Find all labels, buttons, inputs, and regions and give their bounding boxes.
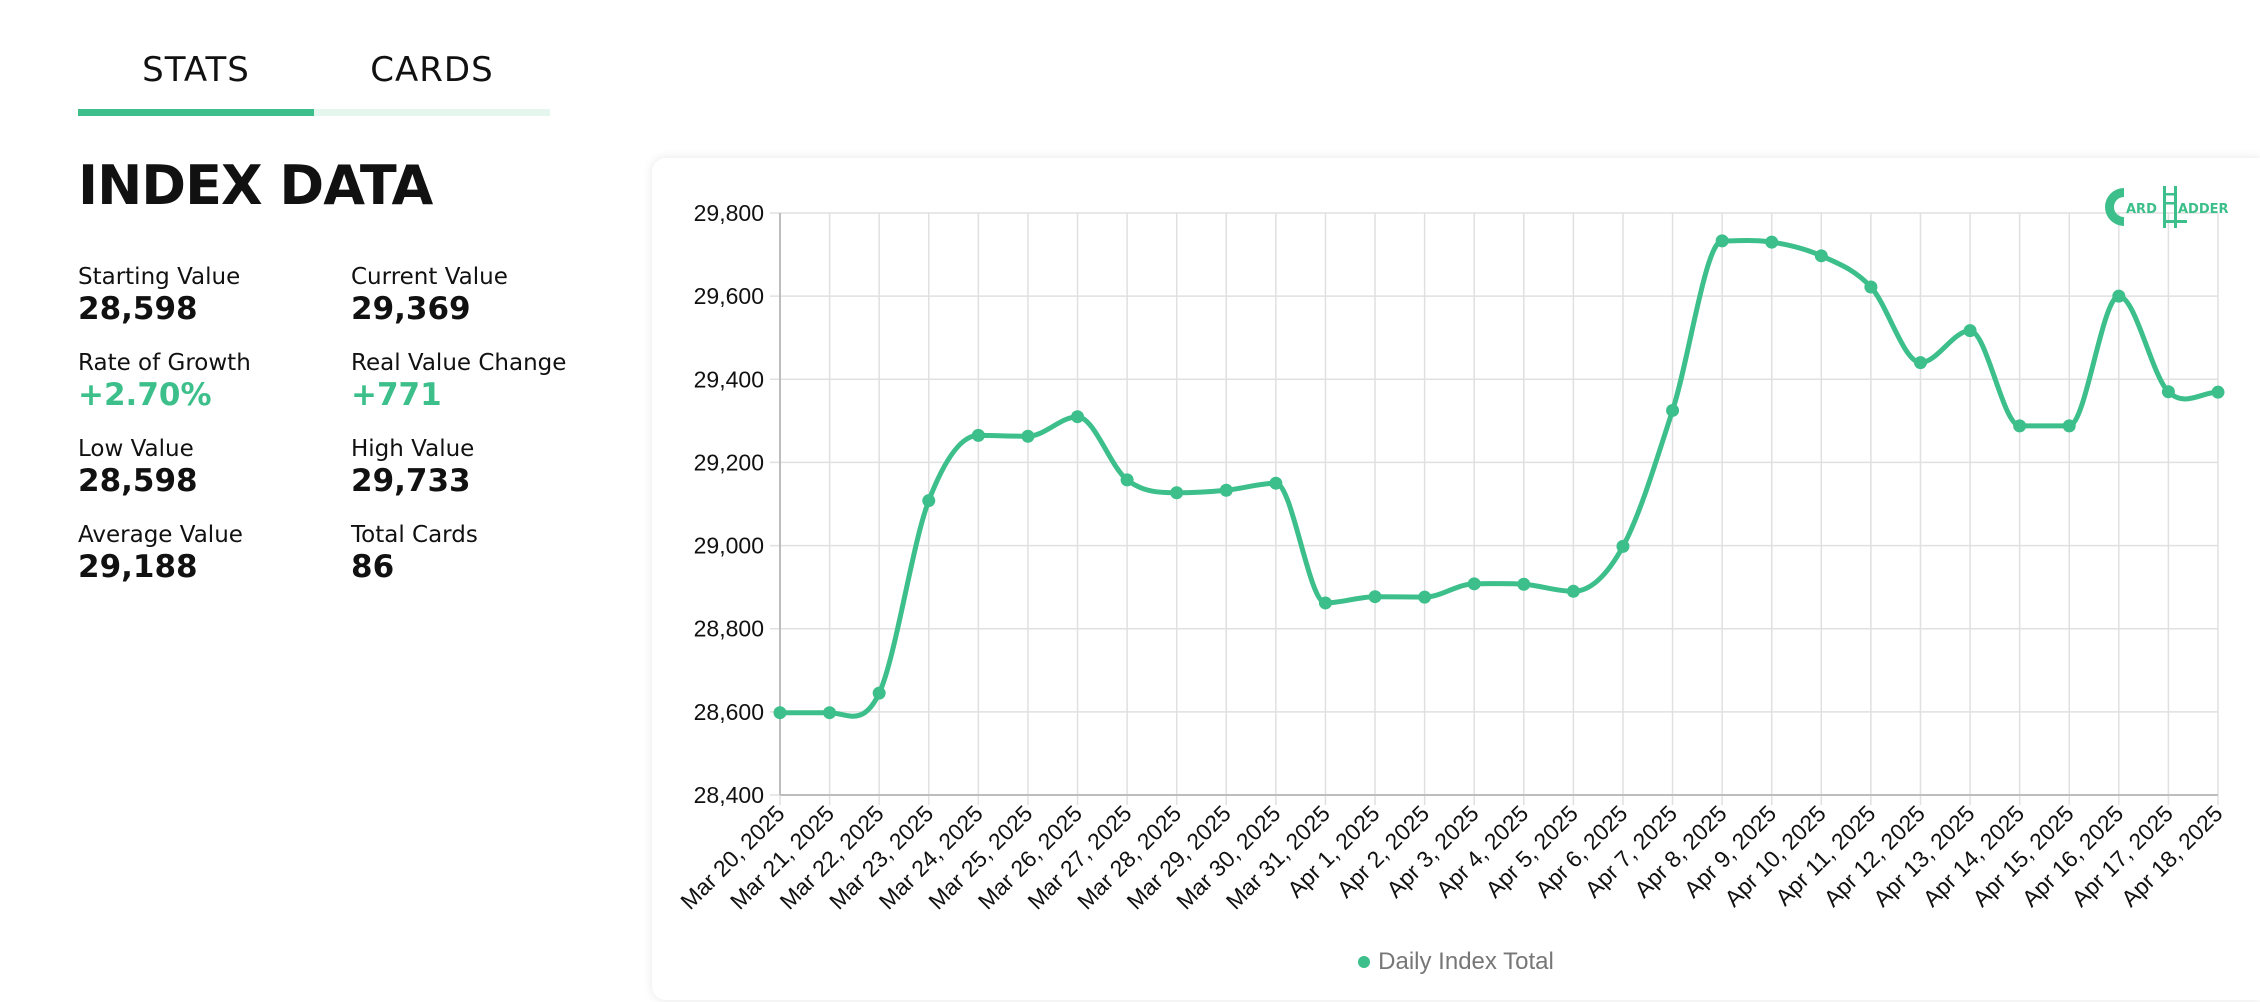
stat-total-cards: Total Cards 86 — [351, 520, 578, 606]
data-point[interactable] — [773, 706, 787, 720]
stat-value: 28,598 — [78, 291, 198, 327]
data-point[interactable] — [2211, 385, 2225, 399]
legend-dot-icon — [1358, 956, 1371, 968]
data-point[interactable] — [1418, 590, 1432, 604]
card-ladder-logo-icon: ARD ADDER — [2104, 186, 2228, 228]
tab-stats-label: STATS — [142, 50, 250, 90]
stat-label: Current Value — [351, 264, 508, 290]
data-point[interactable] — [1616, 539, 1630, 553]
stat-value: +771 — [351, 377, 442, 413]
y-tick-label: 29,200 — [694, 449, 764, 475]
data-point[interactable] — [1368, 590, 1382, 604]
tab-stats[interactable]: STATS — [78, 28, 314, 118]
chart-axes — [779, 213, 2218, 796]
legend-label: Daily Index Total — [1378, 948, 1554, 975]
data-point[interactable] — [823, 706, 837, 720]
data-point[interactable] — [1765, 235, 1779, 249]
data-point[interactable] — [2062, 419, 2076, 433]
tab-cards-underline — [314, 109, 550, 116]
stat-average-value: Average Value 29,188 — [78, 520, 351, 606]
data-point[interactable] — [1566, 584, 1580, 598]
index-line-chart: 28,400 28,600 28,800 29,000 29,200 29,400 29,6… — [675, 200, 2227, 914]
data-point[interactable] — [1318, 596, 1332, 610]
stat-label: High Value — [351, 436, 475, 462]
stat-label: Real Value Change — [351, 350, 567, 376]
data-point[interactable] — [1963, 324, 1977, 338]
stat-rate-of-growth: Rate of Growth +2.70% — [78, 348, 351, 434]
y-tick-label: 29,800 — [694, 200, 764, 226]
data-point[interactable] — [1170, 486, 1184, 500]
y-tick-label: 29,400 — [694, 366, 764, 392]
data-point[interactable] — [872, 686, 886, 700]
y-tick-label: 29,000 — [694, 533, 764, 559]
data-point[interactable] — [1913, 356, 1927, 370]
data-point[interactable] — [1814, 249, 1828, 263]
page-title: INDEX DATA — [78, 154, 433, 217]
stat-label: Total Cards — [351, 522, 478, 548]
data-point[interactable] — [1071, 410, 1085, 424]
tab-bar: STATS CARDS — [78, 28, 550, 118]
stat-value: 28,598 — [78, 463, 198, 499]
stat-value: 29,188 — [78, 549, 198, 585]
stat-value: 29,369 — [351, 291, 471, 327]
stat-label: Average Value — [78, 522, 243, 548]
chart-series — [773, 234, 2225, 720]
stats-grid: Starting Value 28,598 Current Value 29,3… — [78, 262, 578, 606]
y-tick-label: 28,800 — [694, 616, 764, 642]
stat-value: +2.70% — [78, 377, 212, 413]
data-point[interactable] — [922, 494, 936, 508]
data-point[interactable] — [2161, 385, 2175, 399]
y-tick-label: 28,600 — [694, 699, 764, 725]
data-point[interactable] — [1120, 473, 1134, 487]
data-point[interactable] — [1269, 476, 1283, 490]
y-tick-label: 28,400 — [694, 782, 764, 808]
stat-label: Low Value — [78, 436, 194, 462]
stat-value: 29,733 — [351, 463, 471, 499]
data-point[interactable] — [971, 428, 985, 442]
stat-label: Rate of Growth — [78, 350, 251, 376]
stat-value: 86 — [351, 549, 395, 585]
data-point[interactable] — [2112, 289, 2126, 303]
series-line-daily-index-total — [777, 238, 2221, 719]
tab-cards[interactable]: CARDS — [314, 28, 550, 118]
stat-starting-value: Starting Value 28,598 — [78, 262, 351, 348]
chart-card: 28,400 28,600 28,800 29,000 29,200 29,400 29,6… — [652, 158, 2260, 1000]
svg-text:ARD: ARD — [2126, 202, 2157, 217]
data-point[interactable] — [1021, 429, 1035, 443]
stat-current-value: Current Value 29,369 — [351, 262, 578, 348]
data-point[interactable] — [1715, 234, 1729, 248]
data-point[interactable] — [1666, 403, 1680, 417]
svg-text:ADDER: ADDER — [2178, 202, 2228, 217]
data-point[interactable] — [1517, 577, 1531, 591]
data-point[interactable] — [1219, 483, 1233, 497]
tab-cards-label: CARDS — [370, 50, 494, 90]
data-point[interactable] — [1467, 577, 1481, 591]
chart-tick-labels: 28,400 28,600 28,800 29,000 29,200 29,400 29,6… — [675, 200, 2227, 914]
data-point[interactable] — [2013, 419, 2027, 433]
tab-stats-underline — [78, 109, 314, 116]
stat-low-value: Low Value 28,598 — [78, 434, 351, 520]
stat-label: Starting Value — [78, 264, 241, 290]
chart-legend[interactable]: Daily Index Total — [652, 948, 2260, 976]
y-tick-label: 29,600 — [694, 283, 764, 309]
stat-real-value-change: Real Value Change +771 — [351, 348, 578, 434]
data-point[interactable] — [1864, 280, 1878, 294]
chart-grid — [770, 212, 2219, 805]
stat-high-value: High Value 29,733 — [351, 434, 578, 520]
